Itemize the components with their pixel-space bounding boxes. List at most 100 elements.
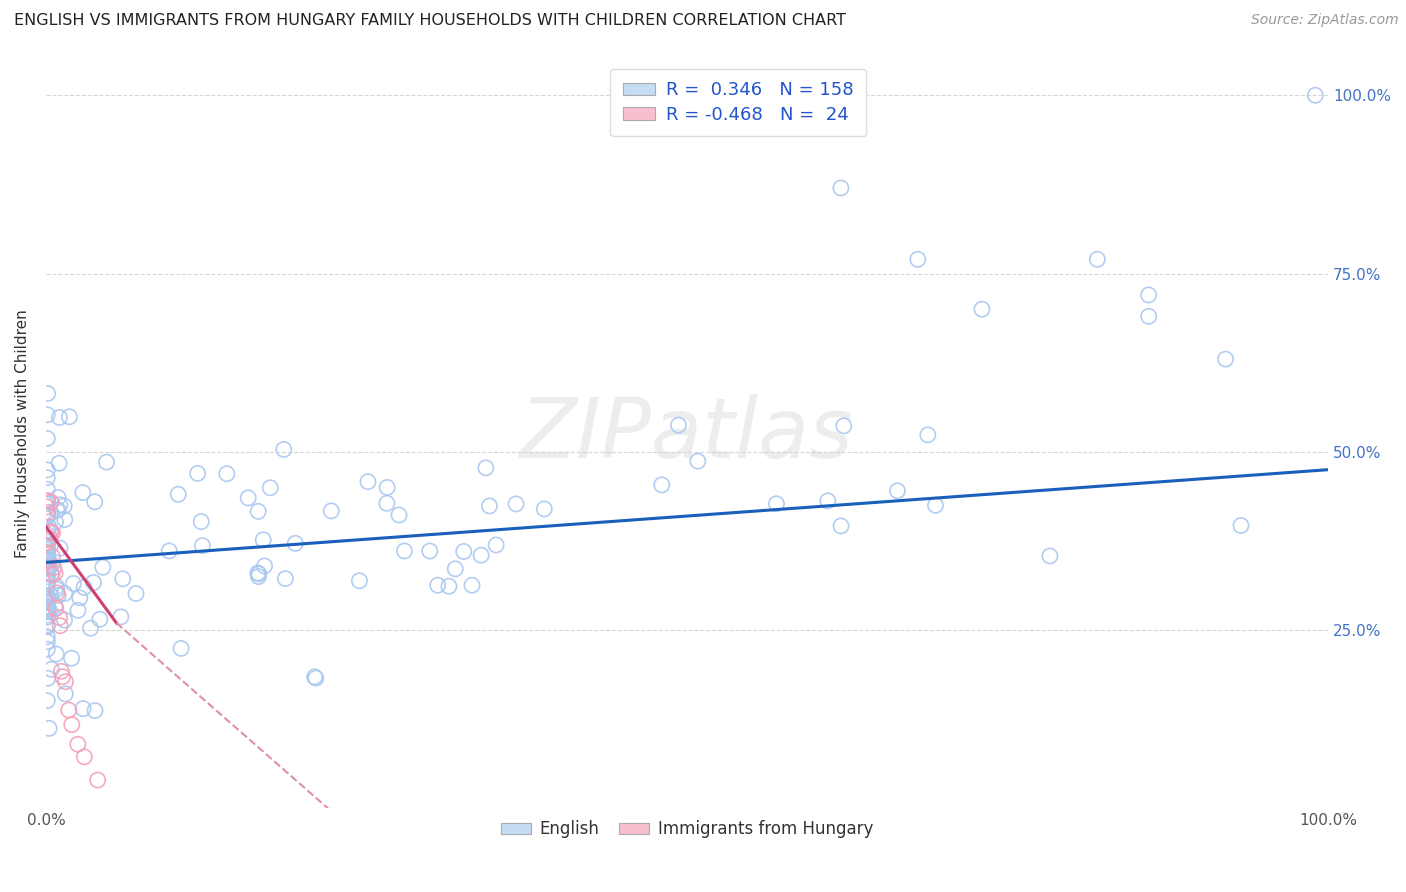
Point	[38, 531, 60, 545]
Point	[53, 687, 76, 701]
Point	[1305, 88, 1327, 103]
Point	[37, 605, 59, 619]
Point	[37, 553, 59, 567]
Point	[170, 641, 193, 656]
Point	[41, 526, 63, 541]
Point	[53, 613, 76, 627]
Point	[89, 612, 111, 626]
Point	[475, 460, 498, 475]
Point	[41, 558, 63, 572]
Point	[53, 499, 76, 513]
Point	[72, 701, 94, 715]
Point	[38, 553, 60, 567]
Point	[73, 749, 96, 764]
Point	[37, 556, 59, 570]
Point	[886, 483, 908, 498]
Point	[45, 647, 67, 661]
Point	[419, 544, 441, 558]
Point	[453, 544, 475, 558]
Point	[37, 408, 59, 422]
Point	[37, 593, 59, 607]
Point	[187, 467, 209, 481]
Point	[426, 578, 449, 592]
Point	[37, 599, 59, 614]
Point	[157, 544, 180, 558]
Point	[58, 409, 80, 424]
Point	[924, 499, 946, 513]
Point	[1230, 518, 1253, 533]
Point	[37, 582, 59, 596]
Legend: English, Immigrants from Hungary: English, Immigrants from Hungary	[495, 814, 880, 845]
Point	[273, 442, 295, 457]
Point	[37, 541, 59, 555]
Point	[45, 601, 67, 615]
Point	[83, 575, 105, 590]
Point	[37, 580, 59, 594]
Point	[37, 588, 59, 602]
Point	[39, 524, 62, 538]
Point	[37, 483, 59, 497]
Point	[37, 542, 59, 557]
Point	[39, 588, 62, 602]
Point	[253, 558, 276, 573]
Point	[37, 551, 59, 566]
Point	[1137, 310, 1160, 324]
Point	[830, 181, 852, 195]
Point	[37, 463, 59, 477]
Point	[444, 562, 467, 576]
Point	[37, 548, 59, 562]
Point	[1085, 252, 1108, 267]
Point	[45, 503, 67, 517]
Point	[394, 544, 416, 558]
Point	[38, 520, 60, 534]
Point	[375, 480, 398, 494]
Point	[37, 634, 59, 648]
Point	[357, 475, 380, 489]
Point	[45, 580, 67, 594]
Point	[37, 601, 59, 615]
Point	[1215, 352, 1237, 367]
Point	[37, 532, 59, 546]
Point	[470, 548, 492, 562]
Point	[651, 478, 673, 492]
Point	[46, 503, 69, 517]
Point	[53, 512, 76, 526]
Point	[37, 523, 59, 537]
Point	[37, 493, 59, 508]
Point	[46, 588, 69, 602]
Point	[686, 454, 709, 468]
Point	[37, 574, 59, 588]
Point	[247, 569, 270, 583]
Point	[53, 586, 76, 600]
Point	[60, 717, 83, 731]
Point	[37, 471, 59, 485]
Point	[37, 508, 59, 523]
Point	[38, 533, 60, 547]
Point	[917, 428, 939, 442]
Text: ZIPatlas: ZIPatlas	[520, 393, 853, 475]
Point	[38, 722, 60, 736]
Point	[37, 505, 59, 519]
Point	[44, 515, 66, 529]
Point	[304, 670, 326, 684]
Point	[37, 608, 59, 623]
Point	[252, 533, 274, 547]
Point	[35, 500, 58, 514]
Point	[46, 586, 69, 600]
Point	[125, 586, 148, 600]
Point	[48, 410, 70, 425]
Point	[96, 455, 118, 469]
Point	[247, 566, 270, 581]
Point	[44, 599, 66, 613]
Point	[37, 386, 59, 401]
Point	[970, 302, 993, 317]
Point	[39, 507, 62, 521]
Point	[41, 566, 63, 581]
Point	[73, 581, 96, 595]
Point	[55, 674, 77, 689]
Point	[478, 499, 501, 513]
Point	[37, 591, 59, 606]
Point	[1137, 288, 1160, 302]
Point	[37, 610, 59, 624]
Point	[44, 566, 66, 581]
